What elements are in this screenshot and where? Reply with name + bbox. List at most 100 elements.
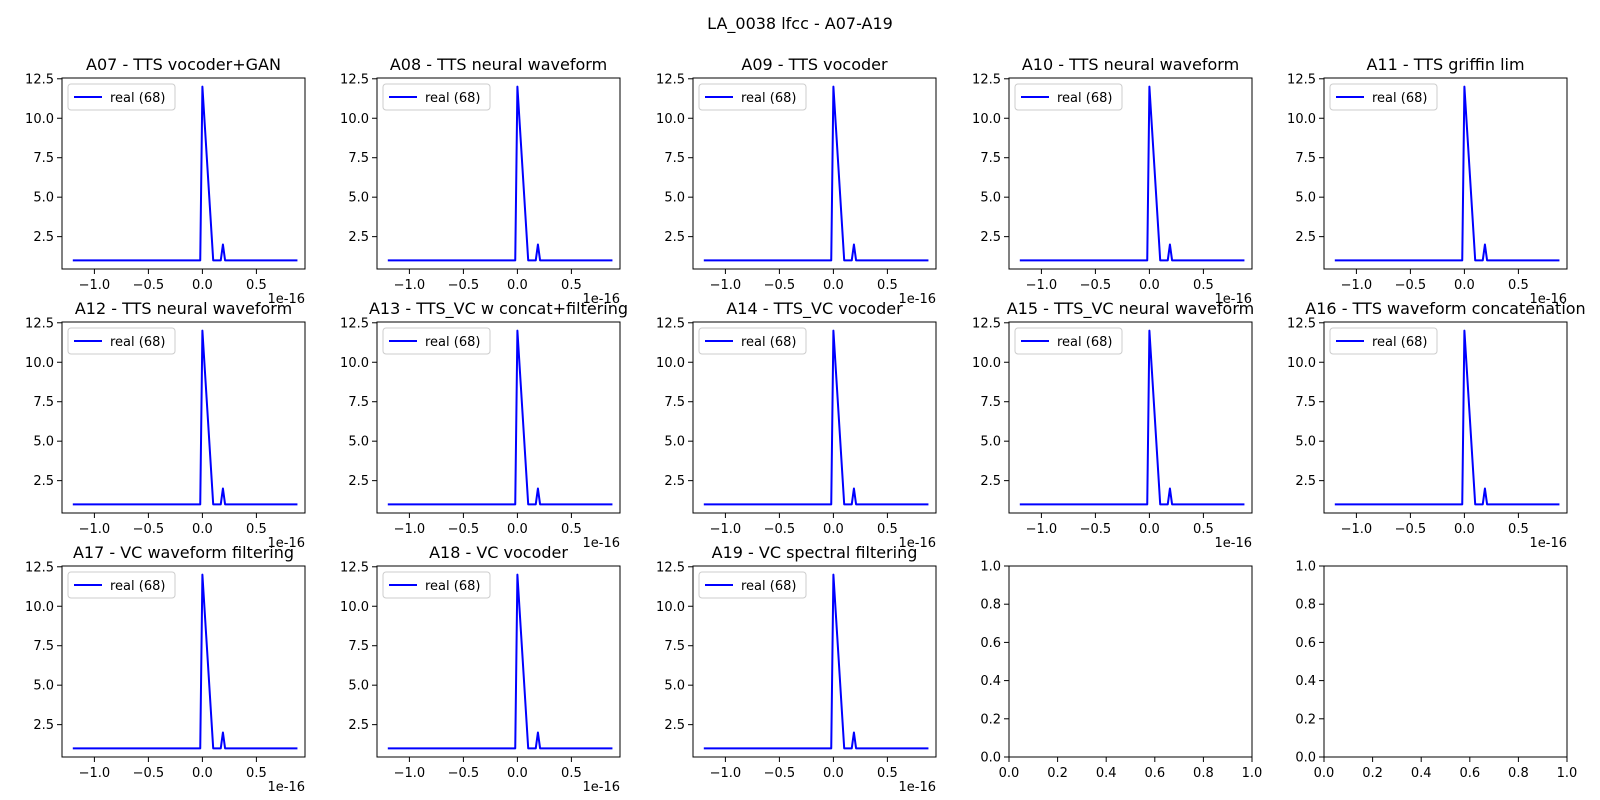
y-tick-label: 12.5 [25,560,54,575]
legend: real (68) [67,571,176,599]
x-tick-label: 0.5 [246,278,267,293]
y-tick-label: 7.5 [1295,395,1316,410]
x-tick-label: 0.0 [823,766,844,781]
series-line [1019,329,1245,506]
legend: real (68) [1014,327,1123,355]
subplot-title: A14 - TTS_VC vocoder [726,299,903,319]
x-tick-label: 0.5 [246,522,267,537]
x-tick-label: 0.5 [877,766,898,781]
y-tick-label: 0.6 [1295,636,1316,651]
axes-frame [692,77,937,270]
x-tick-label: −1.0 [394,278,426,293]
y-tick-label: 2.5 [980,230,1001,245]
x-tick-label: 0.5 [246,766,267,781]
x-tick-label: 0.6 [1144,766,1165,781]
y-tick-label: 5.0 [33,191,54,206]
x-tick-label: −1.0 [1026,522,1058,537]
y-tick-label: 1.0 [1295,560,1316,575]
x-tick-label: −1.0 [79,278,111,293]
subplot: −1.0 −0.5 0.0 0.5 2.5 5.0 7.5 10.0 12.5 1e-16 A19 … [656,543,937,795]
y-tick-label: 7.5 [664,639,685,654]
axes-frame [1323,321,1568,514]
subplot-title: A11 - TTS griffin lim [1366,55,1524,74]
axes-frame [692,565,937,758]
y-tick-label: 5.0 [348,191,369,206]
x-tick-label: 0.0 [1454,522,1475,537]
legend-label: real (68) [425,579,480,594]
x-tick-label: 0.5 [1193,278,1214,293]
axes-frame [376,321,621,514]
x-tick-label: 0.0 [1314,766,1335,781]
x-offset-label: 1e-16 [267,292,305,307]
x-tick-label: 0.5 [877,278,898,293]
legend: real (68) [698,83,807,111]
y-tick-label: 2.5 [348,718,369,733]
subplot-title: A07 - TTS vocoder+GAN [86,55,281,74]
y-tick-label: 0.0 [1295,751,1316,766]
y-tick-label: 7.5 [33,151,54,166]
x-tick-label: −0.5 [133,766,165,781]
y-tick-label: 0.0 [980,751,1001,766]
x-offset-label: 1e-16 [1529,292,1567,307]
y-tick-label: 7.5 [33,395,54,410]
subplot-grid: −1.0 −0.5 0.0 0.5 2.5 5.0 7.5 10.0 12.5 1e-16 A07 … [25,55,1586,795]
subplot: −1.0 −0.5 0.0 0.5 2.5 5.0 7.5 10.0 12.5 1e-16 A16 … [1287,299,1586,551]
y-tick-label: 12.5 [340,72,369,87]
subplot-title: A08 - TTS neural waveform [390,55,607,74]
legend-box [67,83,176,111]
subplot: −1.0 −0.5 0.0 0.5 2.5 5.0 7.5 10.0 12.5 1e-16 A14 … [656,299,937,551]
subplot: −1.0 −0.5 0.0 0.5 2.5 5.0 7.5 10.0 12.5 1e-16 A09 … [656,55,937,307]
y-tick-label: 0.4 [1295,674,1316,689]
y-tick-label: 7.5 [980,151,1001,166]
y-tick-label: 5.0 [1295,435,1316,450]
x-tick-label: 0.5 [877,522,898,537]
series-line [1334,85,1560,262]
y-tick-label: 2.5 [33,474,54,489]
y-tick-label: 7.5 [664,395,685,410]
y-tick-label: 12.5 [340,560,369,575]
x-offset-label: 1e-16 [1529,536,1567,551]
subplot: −1.0 −0.5 0.0 0.5 2.5 5.0 7.5 10.0 12.5 1e-16 A13 … [340,299,628,551]
legend-box [1329,327,1438,355]
x-offset-label: 1e-16 [898,292,936,307]
x-tick-label: −0.5 [764,278,796,293]
y-tick-label: 12.5 [1287,316,1316,331]
y-tick-label: 10.0 [25,600,54,615]
series-line [703,329,929,506]
series-line [1334,329,1560,506]
legend-box [67,571,176,599]
subplot-title: A18 - VC vocoder [429,543,568,562]
y-tick-label: 2.5 [33,230,54,245]
legend-label: real (68) [110,579,165,594]
y-tick-label: 7.5 [348,151,369,166]
legend-box [1329,83,1438,111]
x-tick-label: 0.0 [999,766,1020,781]
x-offset-label: 1e-16 [582,292,620,307]
subplot: −1.0 −0.5 0.0 0.5 2.5 5.0 7.5 10.0 12.5 1e-16 A08 … [340,55,621,307]
x-tick-label: 0.0 [507,522,528,537]
subplot: −1.0 −0.5 0.0 0.5 2.5 5.0 7.5 10.0 12.5 1e-16 A12 … [25,299,306,551]
legend-box [698,327,807,355]
x-tick-label: 0.8 [1193,766,1214,781]
x-offset-label: 1e-16 [267,536,305,551]
subplot: −1.0 −0.5 0.0 0.5 2.5 5.0 7.5 10.0 12.5 1e-16 A17 … [25,543,306,795]
series-line [703,85,929,262]
y-tick-label: 0.2 [980,712,1001,727]
y-tick-label: 2.5 [33,718,54,733]
y-tick-label: 5.0 [664,191,685,206]
y-tick-label: 12.5 [656,316,685,331]
legend-box [1014,83,1123,111]
y-tick-label: 10.0 [972,112,1001,127]
subplot-title: A13 - TTS_VC w concat+filtering [369,299,628,319]
subplot-title: A12 - TTS neural waveform [75,299,292,318]
axes-frame [61,77,306,270]
y-tick-label: 12.5 [972,316,1001,331]
x-tick-label: 0.0 [823,522,844,537]
x-tick-label: −0.5 [1080,522,1112,537]
series-line [703,573,929,750]
y-tick-label: 12.5 [1287,72,1316,87]
x-tick-label: 0.5 [561,278,582,293]
y-tick-label: 10.0 [656,600,685,615]
x-tick-label: 0.0 [1139,278,1160,293]
